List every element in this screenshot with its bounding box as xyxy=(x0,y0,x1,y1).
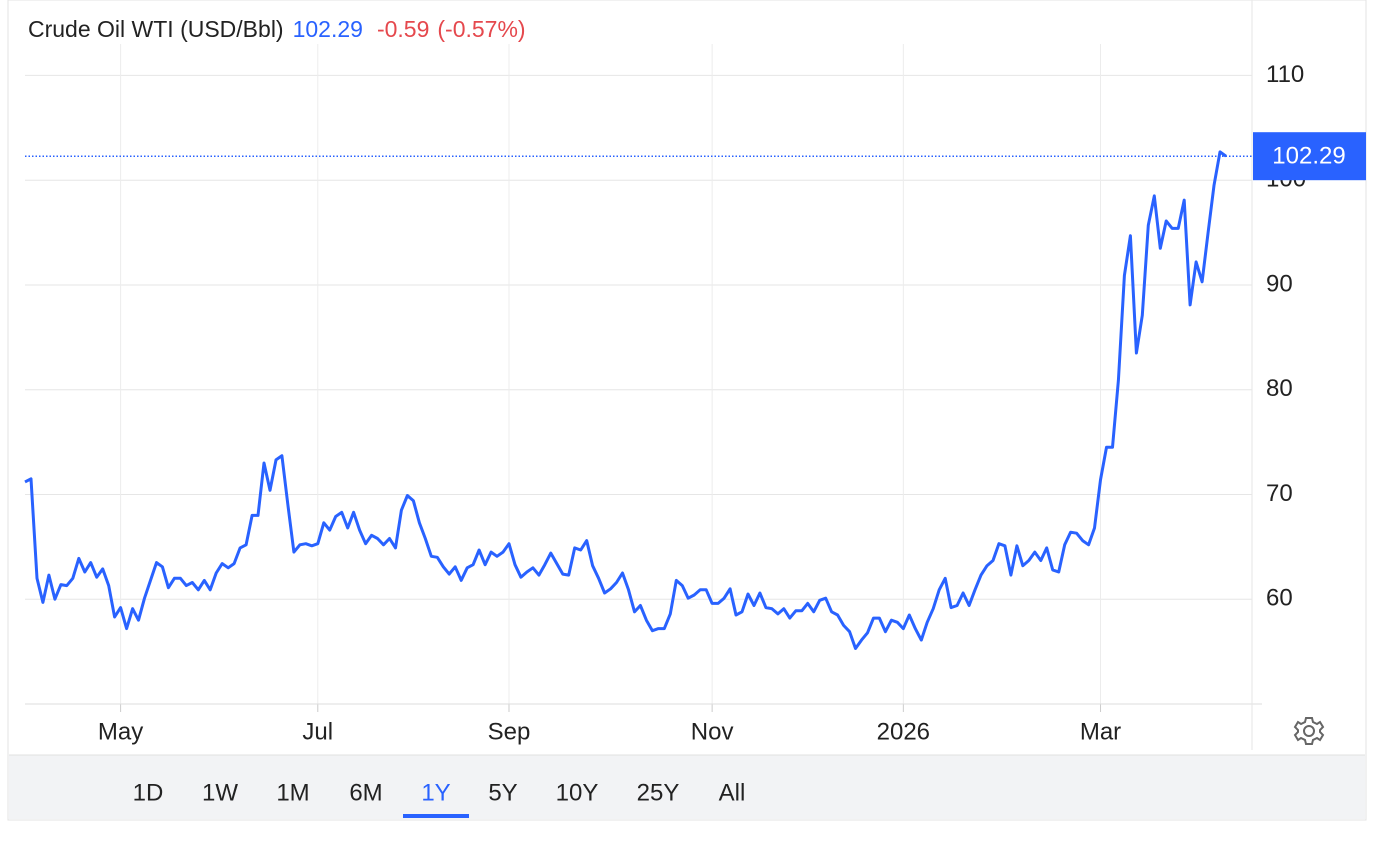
y-tick-label: 90 xyxy=(1266,270,1293,297)
range-button[interactable]: 25Y xyxy=(637,779,680,806)
x-tick-label: Nov xyxy=(691,718,734,745)
settings-icon[interactable] xyxy=(1293,717,1325,745)
range-button[interactable]: 5Y xyxy=(488,779,517,806)
last-price-label: 102.29 xyxy=(1272,143,1345,170)
range-button[interactable]: 1W xyxy=(202,779,238,806)
range-button[interactable]: 1M xyxy=(276,779,309,806)
x-tick-label: Sep xyxy=(488,718,531,745)
range-button[interactable]: 6M xyxy=(349,779,382,806)
x-tick-label: May xyxy=(98,718,143,745)
last-price-badge xyxy=(1253,132,1366,181)
chart-title: Crude Oil WTI (USD/Bbl) 102.29 -0.59 (-0.57… xyxy=(28,16,526,42)
y-tick-label: 80 xyxy=(1266,375,1293,402)
grid: 60708090100110MayJulSepNov2026Mar xyxy=(25,0,1306,750)
x-tick-label: Jul xyxy=(302,718,333,745)
y-tick-label: 110 xyxy=(1266,61,1304,88)
title-text: Crude Oil WTI (USD/Bbl) xyxy=(28,16,284,42)
change-pct: (-0.57%) xyxy=(437,16,525,42)
last-price: 102.29 xyxy=(293,16,363,42)
plot: 102.29 xyxy=(24,132,1366,650)
range-button[interactable]: All xyxy=(719,779,746,806)
change: -0.59 xyxy=(377,16,429,42)
range-buttons: 1D 1W 1M 6M 1Y 5Y 10Y 25Y All xyxy=(133,779,746,818)
range-bar xyxy=(9,755,1365,819)
y-tick-label: 70 xyxy=(1266,480,1293,507)
active-underline xyxy=(403,814,469,818)
range-button[interactable]: 1Y xyxy=(421,779,450,806)
x-tick-label: Mar xyxy=(1080,718,1121,745)
range-button[interactable]: 10Y xyxy=(556,779,599,806)
y-tick-label: 60 xyxy=(1266,585,1293,612)
range-button[interactable]: 1D xyxy=(133,779,164,806)
card xyxy=(7,0,1367,821)
price-line xyxy=(24,150,1227,650)
x-tick-label: 2026 xyxy=(877,718,930,745)
